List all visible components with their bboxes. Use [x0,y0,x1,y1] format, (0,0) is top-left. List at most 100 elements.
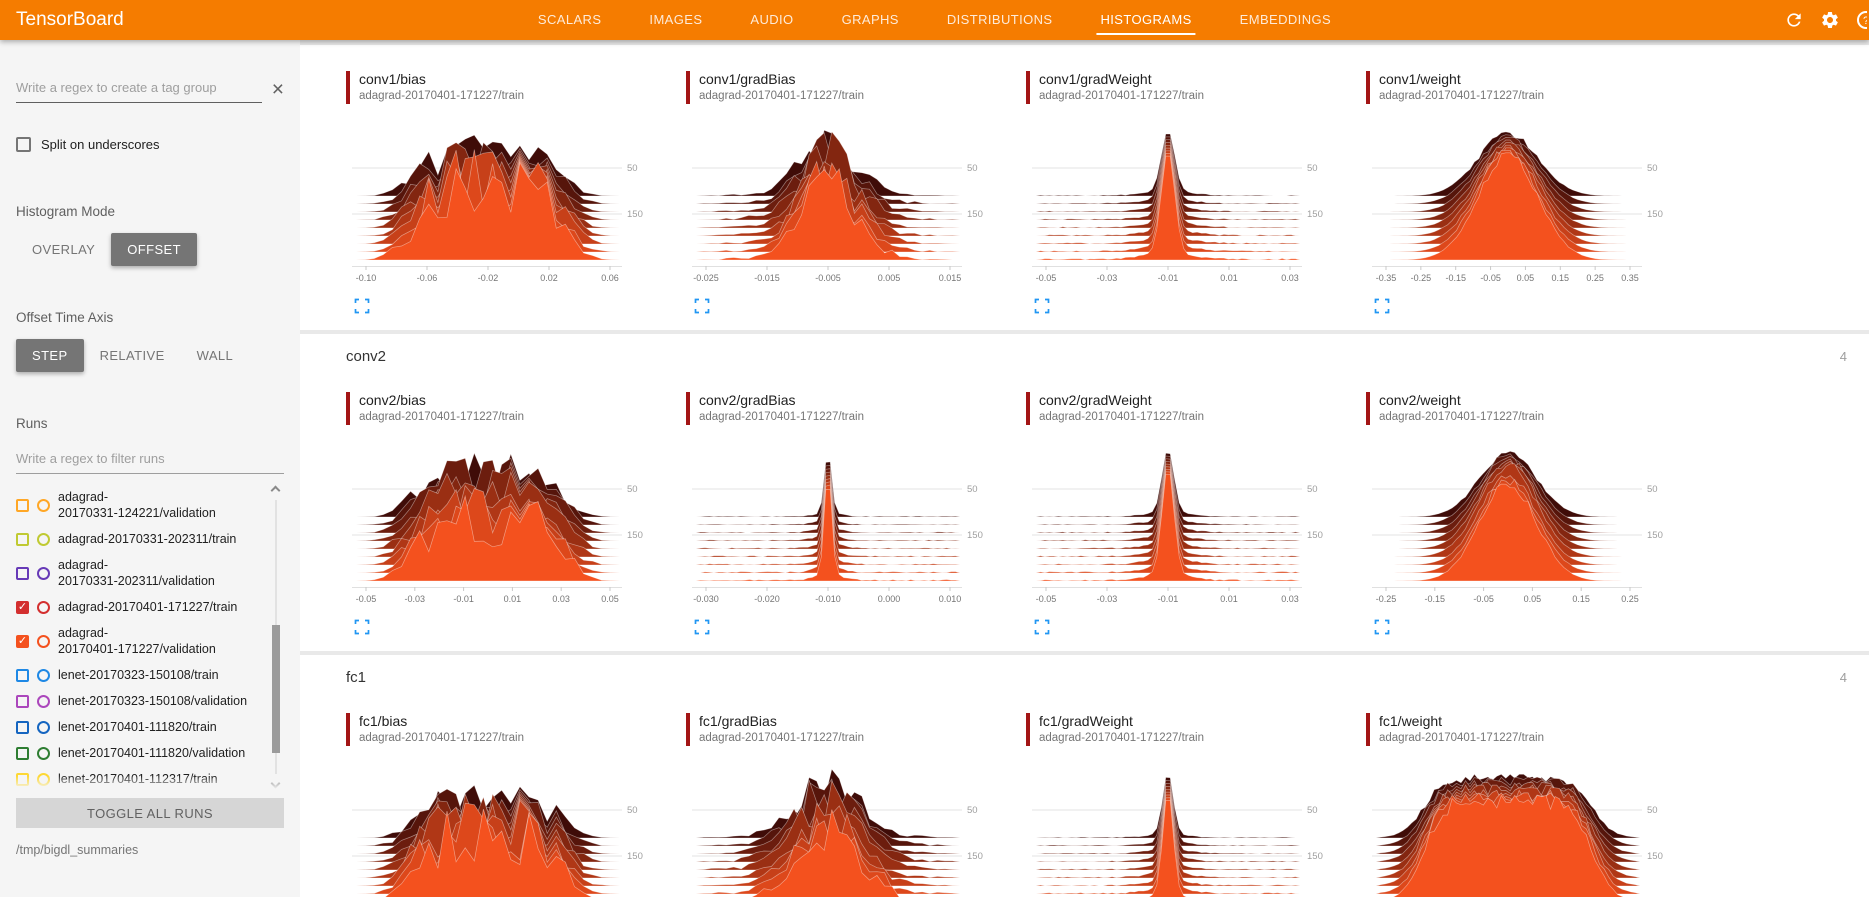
sidebar: × Split on underscores Histogram Mode OV… [0,40,300,897]
run-row[interactable]: adagrad- 20170331-202311/validation [16,552,258,594]
axis-wall-button[interactable]: WALL [181,339,250,372]
y-tick-label: 150 [1647,209,1663,220]
run-row[interactable]: ✓ adagrad- 20170401-171227/validation [16,620,258,662]
histogram-chart[interactable]: 50 150 -0.05 -0.03 -0.01 0.01 0.03 [1026,110,1346,296]
axis-relative-button[interactable]: RELATIVE [84,339,181,372]
run-row[interactable]: ✓ adagrad-20170401-171227/train [16,594,258,620]
x-tick-label: -0.05 [1036,273,1057,283]
chart-title: conv2/bias [359,392,426,408]
settings-icon[interactable] [1820,10,1840,30]
run-row[interactable]: lenet-20170323-150108/train [16,662,258,688]
tag-filter-input[interactable] [16,74,262,103]
histogram-card: fc1/weight adagrad-20170401-171227/train 5… [1366,713,1706,897]
tab-embeddings[interactable]: EMBEDDINGS [1239,12,1332,27]
histogram-chart[interactable]: 50 150 -0.05 -0.03 -0.01 0.01 0.03 [1026,431,1346,617]
run-row[interactable]: lenet-20170401-111820/validation [16,740,258,766]
tab-histograms[interactable]: HISTOGRAMS [1076,0,1215,40]
tab-distributions[interactable]: DISTRIBUTIONS [946,12,1053,27]
histogram-chart[interactable]: 50 150 -0.35 -0.25 -0.15 -0.05 0.05 0.15 0.25 0.3… [1366,110,1686,296]
expand-chart-button[interactable] [694,298,710,314]
tab-audio[interactable]: AUDIO [750,12,794,27]
run-color-ring[interactable] [37,694,50,708]
run-checkbox[interactable]: ✓ [16,600,29,614]
run-row[interactable]: adagrad- 20170331-124221/validation [16,484,258,526]
run-checkbox[interactable] [16,720,29,734]
expand-chart-button[interactable] [1374,298,1390,314]
x-tick-label: -0.005 [815,273,841,283]
tab-images[interactable]: IMAGES [649,12,703,27]
split-underscores-label: Split on underscores [41,137,160,152]
expand-chart-button[interactable] [694,619,710,635]
expand-chart-button[interactable] [354,298,370,314]
chart-run-name: adagrad-20170401-171227/train [699,90,864,102]
run-row[interactable]: lenet-20170401-111820/train [16,714,258,740]
run-color-ring[interactable] [37,720,50,734]
x-tick-label: 0.25 [1621,594,1639,604]
run-checkbox[interactable]: ✓ [16,634,29,648]
chart-title: conv1/weight [1379,71,1461,87]
refresh-icon[interactable] [1784,10,1804,30]
run-checkbox[interactable] [16,532,29,546]
mode-offset-button[interactable]: OFFSET [111,233,197,266]
y-tick-label: 50 [1307,484,1318,495]
category-header-conv2[interactable]: conv2 4 [300,334,1869,378]
histogram-chart[interactable]: 50 150 -0.05 -0.03 -0.01 0.01 0.03 0.05 [346,431,666,617]
x-tick-label: -0.03 [405,594,426,604]
expand-chart-button[interactable] [354,619,370,635]
chart-title: conv2/gradWeight [1039,392,1152,408]
run-row[interactable]: lenet-20170401-112317/train [16,766,258,790]
y-tick-label: 150 [967,530,983,541]
expand-chart-button[interactable] [1034,619,1050,635]
run-color-ring[interactable] [37,600,50,614]
run-color-ring[interactable] [37,634,50,648]
category-panel-conv2: conv2 4 conv2/bias adagrad-20170401-171227/… [300,334,1869,651]
chart-run-name: adagrad-20170401-171227/train [1039,732,1204,744]
category-header-fc1[interactable]: fc1 4 [300,655,1869,699]
scroll-down-icon[interactable] [270,778,281,789]
histogram-chart[interactable]: 50 150 [1026,752,1346,897]
runs-filter-input[interactable] [16,445,284,474]
histogram-chart[interactable]: 50 150 -0.025 -0.015 -0.005 0.005 0.015 [686,110,1006,296]
scroll-up-icon[interactable] [270,485,281,496]
x-tick-label: 0.000 [878,594,901,604]
histogram-card: fc1/gradWeight adagrad-20170401-171227/tr… [1026,713,1366,897]
run-row[interactable]: adagrad-20170331-202311/train [16,526,258,552]
y-tick-label: 50 [1307,163,1318,174]
run-row[interactable]: lenet-20170323-150108/validation [16,688,258,714]
run-checkbox[interactable] [16,566,29,580]
histogram-chart[interactable]: 50 150 [1366,752,1686,897]
x-tick-label: 0.05 [601,594,619,604]
axis-step-button[interactable]: STEP [16,339,84,372]
run-checkbox[interactable] [16,694,29,708]
run-checkbox[interactable] [16,498,29,512]
run-color-ring[interactable] [37,566,50,580]
expand-chart-button[interactable] [1034,298,1050,314]
run-checkbox[interactable] [16,772,29,786]
run-color-ring[interactable] [37,668,50,682]
run-label: adagrad-20170331-202311/train [58,532,237,546]
help-icon[interactable]: ? [1856,10,1867,30]
mode-overlay-button[interactable]: OVERLAY [16,233,111,266]
split-underscores-row[interactable]: Split on underscores [16,137,284,152]
histogram-chart[interactable]: 50 150 -0.10 -0.06 -0.02 0.02 0.06 [346,110,666,296]
toggle-all-runs-button[interactable]: TOGGLE ALL RUNS [16,798,284,828]
y-tick-label: 150 [1647,851,1663,862]
run-color-ring[interactable] [37,746,50,760]
tab-scalars[interactable]: SCALARS [537,12,602,27]
close-icon[interactable]: × [271,78,284,101]
histogram-chart[interactable]: 50 150 [346,752,666,897]
run-checkbox[interactable] [16,668,29,682]
histogram-chart[interactable]: 50 150 -0.25 -0.15 -0.05 0.05 0.15 0.25 [1366,431,1686,617]
histogram-chart[interactable]: 50 150 [686,752,1006,897]
run-color-ring[interactable] [37,498,50,512]
histogram-chart[interactable]: 50 150 -0.030 -0.020 -0.010 0.000 0.010 [686,431,1006,617]
run-checkbox[interactable] [16,746,29,760]
run-color-ring[interactable] [37,772,50,786]
tab-graphs[interactable]: GRAPHS [841,12,899,27]
split-underscores-checkbox[interactable] [16,137,31,152]
runs-scrollbar-thumb[interactable] [272,624,280,754]
expand-chart-button[interactable] [1374,619,1390,635]
y-tick-label: 150 [627,209,643,220]
run-color-ring[interactable] [37,532,50,546]
x-tick-label: 0.01 [504,594,522,604]
